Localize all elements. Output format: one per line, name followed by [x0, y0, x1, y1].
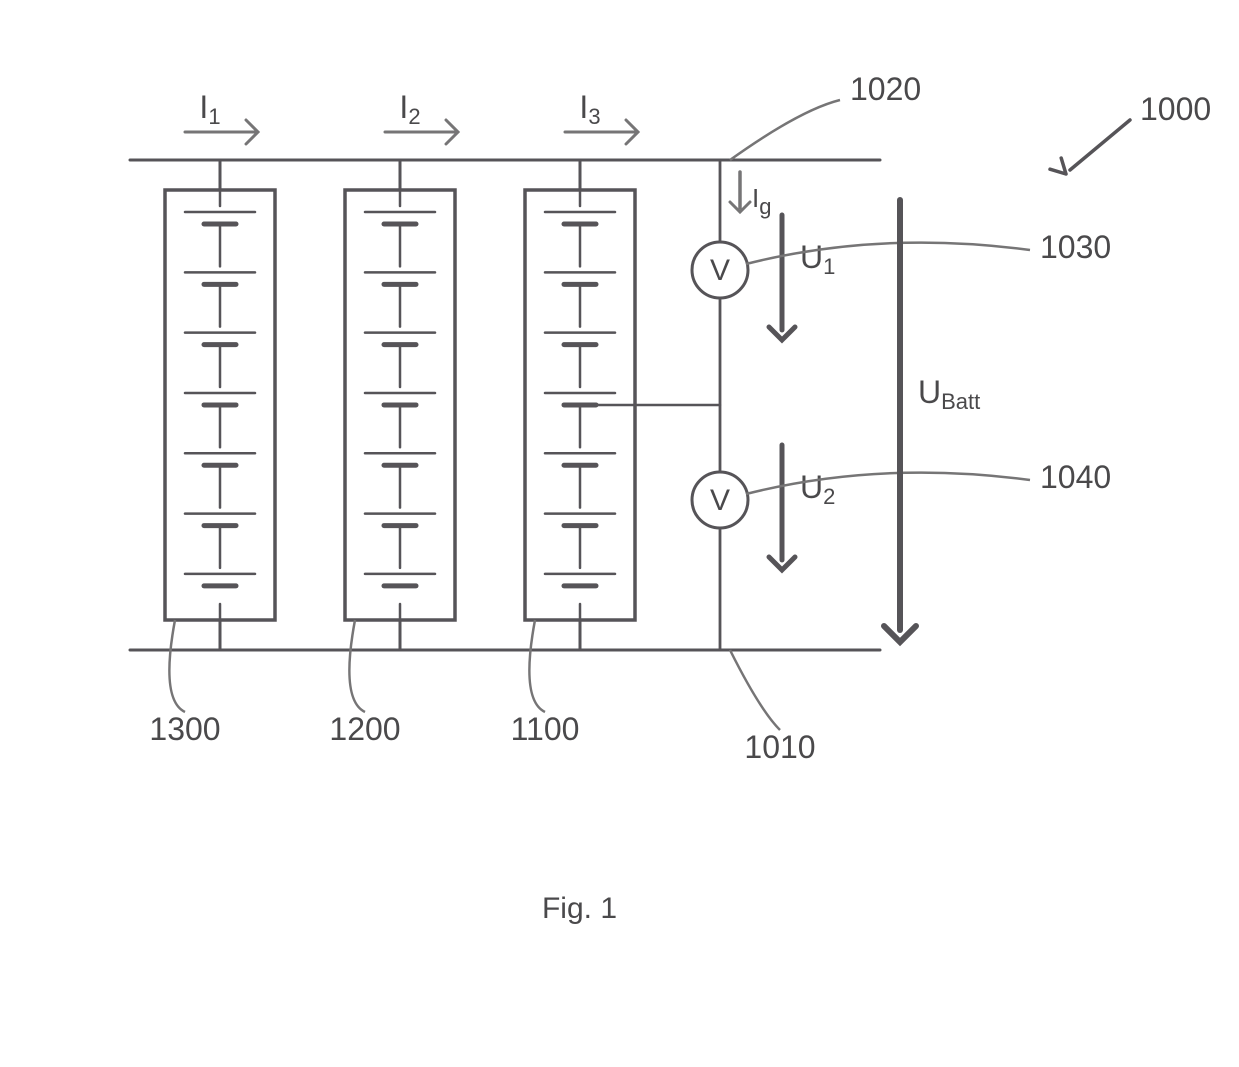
voltmeter-1-refnum: 1030: [1040, 229, 1111, 265]
current-label-2: I2: [399, 89, 420, 128]
refnum-1000: 1000: [1140, 91, 1211, 127]
voltmeter-2-refnum: 1040: [1040, 459, 1111, 495]
voltmeter-1-label: V: [710, 254, 730, 287]
string-refnum-2: 1200: [329, 711, 400, 747]
string-refnum-3: 1100: [511, 711, 580, 747]
refnum-1020: 1020: [850, 71, 921, 107]
u1-label: U1: [800, 239, 835, 278]
refnum-1010: 1010: [744, 729, 815, 765]
voltmeter-2-label: V: [710, 484, 730, 517]
current-label-3: I3: [579, 89, 600, 128]
string-refnum-1: 1300: [149, 711, 220, 747]
ig-label: Ig: [752, 183, 771, 219]
figure-caption: Fig. 1: [542, 892, 617, 925]
current-label-1: I1: [199, 89, 220, 128]
u2-label: U2: [800, 469, 835, 508]
ubatt-label: UBatt: [918, 374, 980, 413]
